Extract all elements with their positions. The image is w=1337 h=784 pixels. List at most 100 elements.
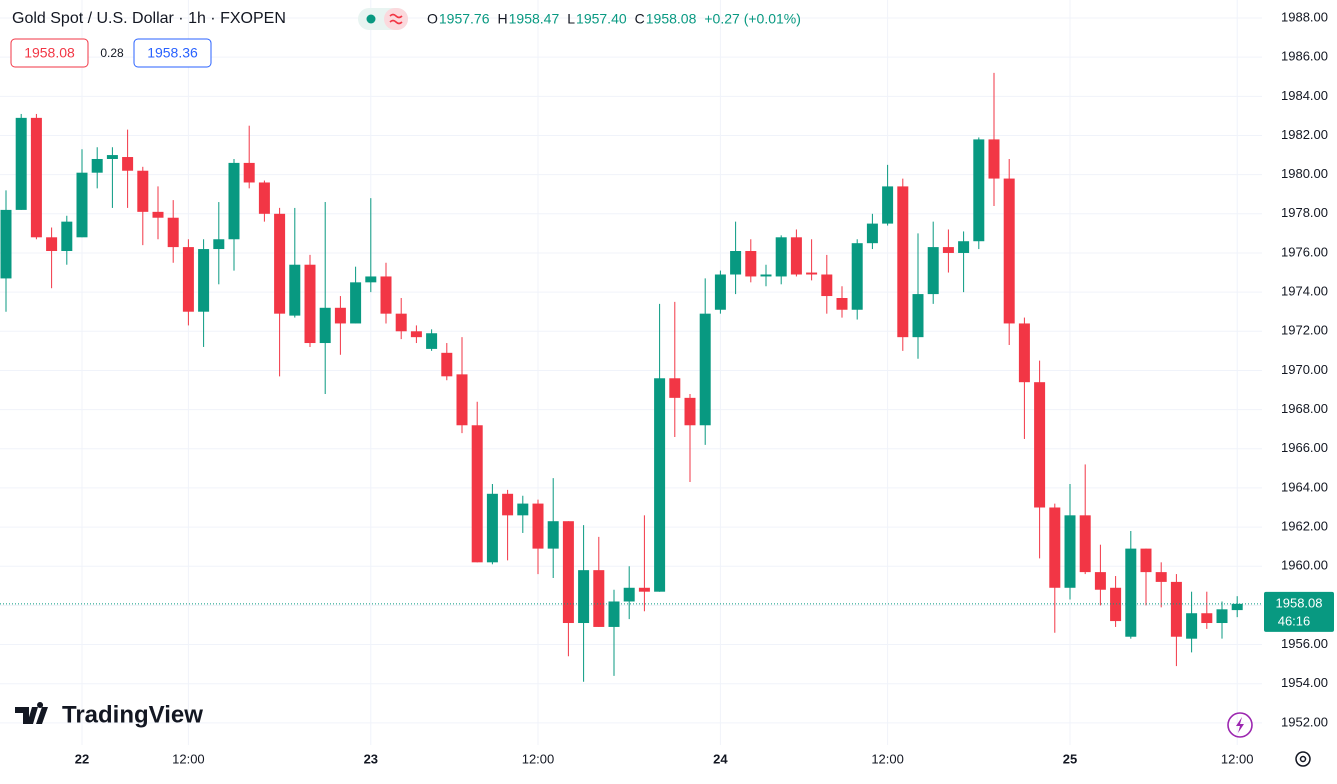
candle-body xyxy=(46,237,58,252)
candle-body xyxy=(1201,613,1213,624)
ohlc-value: 1957.76 xyxy=(439,11,490,27)
candle-body xyxy=(289,264,301,316)
candle-body xyxy=(593,570,605,627)
candle-body xyxy=(15,117,27,210)
y-tick-label: 1964.00 xyxy=(1281,479,1328,494)
candle-body xyxy=(790,237,802,275)
candle-body xyxy=(258,182,270,214)
candle-body xyxy=(775,237,787,277)
price-tag: 1958.08 46:16 xyxy=(0,591,1334,632)
candle-body xyxy=(1170,581,1182,637)
candle-body xyxy=(730,251,742,275)
ohlc-label: C xyxy=(635,11,645,27)
candle-body xyxy=(106,155,118,159)
candle-body xyxy=(517,503,529,516)
candle-body xyxy=(714,274,726,310)
bid-box[interactable] xyxy=(10,38,89,68)
candle-body xyxy=(1018,323,1030,383)
candle-body xyxy=(608,601,620,627)
candle-body xyxy=(1155,572,1167,582)
x-tick-label: 23 xyxy=(364,751,378,766)
candle-body xyxy=(897,186,909,338)
status-dot xyxy=(366,14,376,24)
candle-body xyxy=(61,221,73,252)
y-tick-label: 1976.00 xyxy=(1281,244,1328,259)
y-tick-label: 1972.00 xyxy=(1281,323,1328,338)
logo-mark xyxy=(15,702,48,724)
ohlc-label: H xyxy=(498,11,508,27)
x-tick-label: 24 xyxy=(713,751,728,766)
candle-body xyxy=(1064,515,1076,588)
bar-countdown: 46:16 xyxy=(1278,613,1311,628)
candle-body xyxy=(638,587,650,592)
candle-body xyxy=(562,521,574,624)
watermark: TradingView xyxy=(62,701,203,728)
x-tick-label: 22 xyxy=(75,751,89,766)
candle-body xyxy=(228,162,240,240)
candle-body xyxy=(0,209,12,279)
candle-body xyxy=(866,223,878,244)
ask-box[interactable] xyxy=(133,38,212,68)
y-tick-label: 1984.00 xyxy=(1281,88,1328,103)
candle-body xyxy=(912,294,924,338)
candle-body xyxy=(1125,548,1137,637)
y-tick-label: 1960.00 xyxy=(1281,558,1328,573)
lightning-button[interactable] xyxy=(1227,712,1253,738)
candle-body xyxy=(1140,548,1152,573)
candle-body xyxy=(319,307,331,344)
ohlc-label: O xyxy=(427,11,438,27)
ohlc-label: L xyxy=(567,11,575,27)
bid-price: 1958.08 xyxy=(24,45,75,61)
candle-body xyxy=(927,247,939,295)
candle-body xyxy=(623,587,635,602)
x-tick-label: 12:00 xyxy=(1221,751,1254,766)
candle-body xyxy=(198,249,210,312)
y-tick-label: 1982.00 xyxy=(1281,127,1328,142)
candle-body xyxy=(1094,572,1106,590)
ohlc-value: 1958.08 xyxy=(646,11,697,27)
candle-body xyxy=(456,374,468,426)
settings-icon xyxy=(1299,755,1307,763)
x-tick-label: 12:00 xyxy=(522,751,555,766)
candle-body xyxy=(1034,382,1046,508)
candle-body xyxy=(486,493,498,563)
candle-body xyxy=(578,570,590,624)
candle-body xyxy=(334,307,346,324)
candle-body xyxy=(380,276,392,314)
candle-body xyxy=(213,239,225,250)
y-tick-label: 1952.00 xyxy=(1281,714,1328,729)
candle-body xyxy=(684,397,696,426)
settings-button[interactable] xyxy=(1295,751,1311,767)
candle-body xyxy=(167,217,179,248)
candle-body xyxy=(76,172,88,238)
candle-body xyxy=(547,521,559,549)
candle-body xyxy=(30,117,42,238)
ohlc-value: 1957.40 xyxy=(576,11,627,27)
candle-body xyxy=(152,211,164,218)
candle-body xyxy=(942,247,954,253)
status-badge-right xyxy=(384,8,408,30)
candle-body xyxy=(304,264,316,344)
candle-body xyxy=(836,298,848,310)
y-tick-label: 1962.00 xyxy=(1281,519,1328,534)
candle-body xyxy=(274,213,286,314)
candle-body xyxy=(958,241,970,253)
candle-body xyxy=(760,274,772,277)
candle-body xyxy=(1186,613,1198,639)
candle-body xyxy=(806,272,818,275)
candle-body xyxy=(1003,178,1015,324)
y-tick-label: 1974.00 xyxy=(1281,284,1328,299)
candle-body xyxy=(122,157,134,171)
candle-body xyxy=(1216,609,1228,624)
y-tick-label: 1966.00 xyxy=(1281,440,1328,455)
candle-body xyxy=(745,251,757,277)
candle-body xyxy=(426,333,438,349)
y-tick-label: 1980.00 xyxy=(1281,166,1328,181)
candle-body xyxy=(699,313,711,426)
candle-body xyxy=(988,139,1000,179)
candle-body xyxy=(502,493,514,516)
candle-body xyxy=(1231,603,1243,611)
